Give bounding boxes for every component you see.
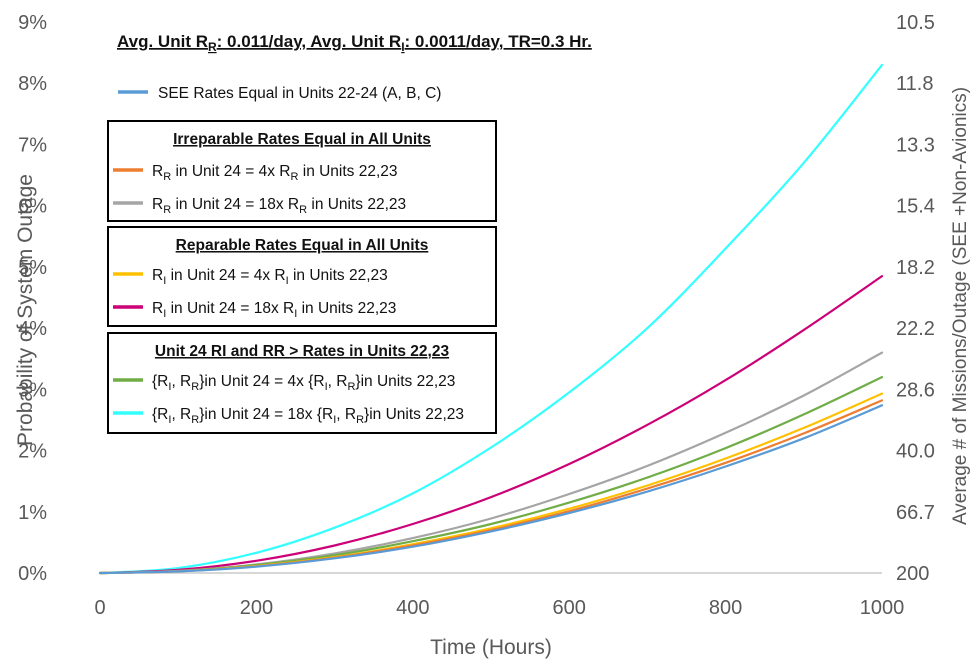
y2-tick-label: 40.0 xyxy=(896,441,935,463)
y2-tick-label: 66.7 xyxy=(896,502,935,524)
y-tick-label: 1% xyxy=(18,502,47,524)
x-tick-label: 800 xyxy=(709,597,742,619)
legend-box xyxy=(107,120,497,222)
x-tick-label: 400 xyxy=(396,597,429,619)
y2-tick-label: 200 xyxy=(896,563,929,585)
series-line-ri18 xyxy=(98,275,884,575)
y-tick-label: 7% xyxy=(18,134,47,156)
y-tick-label: 2% xyxy=(18,441,47,463)
legend-label-rr4: RR in Unit 24 = 4x RR in Units 22,23 xyxy=(152,163,398,183)
axes: 0% 1% 2% 3% 4% 5% 6% 7% 8% 9% 200 66.7 40.0 28.6 22.2 1… xyxy=(18,12,935,619)
y-tick-label: 8% xyxy=(18,73,47,95)
x-axis-title: Time (Hours) xyxy=(430,636,552,659)
x-tick-label: 600 xyxy=(553,597,586,619)
y2-axis-title: Average # of Missions/Outage (SEE +Non-A… xyxy=(950,87,971,525)
chart-title: Avg. Unit RR: 0.011/day, Avg. Unit RI: 0… xyxy=(117,32,592,54)
legend-label-see: SEE Rates Equal in Units 22-24 (A, B, C) xyxy=(158,85,441,102)
legend-label-ri4: RI in Unit 24 = 4x RI in Units 22,23 xyxy=(152,267,388,287)
legend-label-both18: {RI, RR}in Unit 24 = 18x {RI, RR}in Unit… xyxy=(152,406,464,426)
series-line-both18 xyxy=(98,63,884,575)
legend: SEE Rates Equal in Units 22-24 (A, B, C)… xyxy=(107,85,497,434)
y-tick-label: 9% xyxy=(18,12,47,34)
y-axis-title: Probability of System Outage xyxy=(14,174,37,446)
y-tick-label: 0% xyxy=(18,563,47,585)
x-tick-label: 200 xyxy=(240,597,273,619)
y2-tick-label: 11.8 xyxy=(896,73,933,95)
y2-tick-label: 28.6 xyxy=(896,379,935,401)
series-lines xyxy=(98,63,884,575)
legend-heading: Unit 24 RI and RR > Rates in Units 22,23 xyxy=(155,343,450,360)
x-tick-label: 1000 xyxy=(860,597,905,619)
legend-label-both4: {RI, RR}in Unit 24 = 4x {RI, RR}in Units… xyxy=(152,373,455,393)
y-tick-label: 4% xyxy=(18,318,47,340)
y-tick-label: 5% xyxy=(18,257,47,279)
y2-tick-label: 18.2 xyxy=(896,257,935,279)
y2-tick-label: 15.4 xyxy=(896,196,935,218)
y2-tick-label: 10.5 xyxy=(896,12,935,34)
y2-tick-label: 13.3 xyxy=(896,134,935,156)
legend-heading: Irreparable Rates Equal in All Units xyxy=(173,131,431,148)
legend-label-rr18: RR in Unit 24 = 18x RR in Units 22,23 xyxy=(152,196,406,216)
legend-label-ri18: RI in Unit 24 = 18x RI in Units 22,23 xyxy=(152,300,396,320)
y2-tick-label: 22.2 xyxy=(896,318,935,340)
legend-box xyxy=(107,226,497,327)
legend-box xyxy=(107,332,497,434)
y-tick-label: 6% xyxy=(18,196,47,218)
legend-heading: Reparable Rates Equal in All Units xyxy=(176,237,429,254)
x-tick-label: 0 xyxy=(94,597,105,619)
y-tick-label: 3% xyxy=(18,379,47,401)
series-line-see xyxy=(98,404,884,575)
